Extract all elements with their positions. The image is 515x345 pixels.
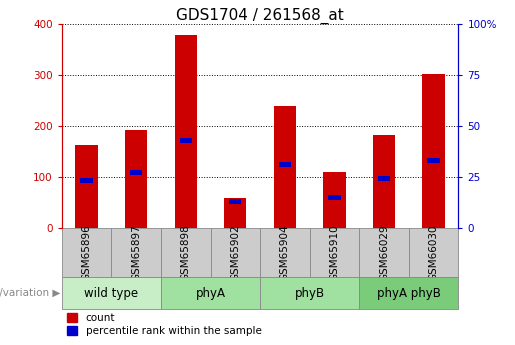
- Bar: [260, 277, 359, 309]
- Text: GSM65896: GSM65896: [81, 224, 92, 281]
- Bar: [62, 228, 111, 277]
- Bar: [359, 277, 458, 309]
- Text: GSM66029: GSM66029: [379, 224, 389, 281]
- Bar: [224, 198, 247, 228]
- Bar: [75, 145, 98, 228]
- Text: genotype/variation ▶: genotype/variation ▶: [0, 288, 61, 298]
- Bar: [310, 228, 359, 277]
- Bar: [175, 35, 197, 228]
- Bar: [161, 277, 260, 309]
- Bar: [427, 158, 440, 163]
- Bar: [328, 195, 340, 200]
- Bar: [409, 228, 458, 277]
- Bar: [211, 228, 260, 277]
- Title: GDS1704 / 261568_at: GDS1704 / 261568_at: [176, 8, 344, 24]
- Bar: [125, 130, 147, 228]
- Bar: [180, 138, 192, 143]
- Bar: [80, 178, 93, 184]
- Text: GSM65910: GSM65910: [330, 224, 339, 281]
- Text: GSM66030: GSM66030: [428, 224, 439, 280]
- Bar: [273, 106, 296, 228]
- Bar: [279, 162, 291, 167]
- Bar: [161, 228, 211, 277]
- Text: GSM65897: GSM65897: [131, 224, 141, 281]
- Bar: [130, 170, 142, 175]
- Bar: [111, 228, 161, 277]
- Bar: [378, 176, 390, 181]
- Bar: [422, 74, 445, 228]
- Bar: [62, 277, 161, 309]
- Legend: count, percentile rank within the sample: count, percentile rank within the sample: [67, 313, 262, 336]
- Text: phyA: phyA: [196, 287, 226, 299]
- Text: phyA phyB: phyA phyB: [377, 287, 441, 299]
- Bar: [373, 135, 395, 228]
- Bar: [260, 228, 310, 277]
- Bar: [323, 172, 346, 228]
- Text: GSM65898: GSM65898: [181, 224, 191, 281]
- Text: wild type: wild type: [84, 287, 139, 299]
- Bar: [229, 199, 242, 204]
- Text: GSM65902: GSM65902: [230, 224, 241, 281]
- Text: phyB: phyB: [295, 287, 324, 299]
- Bar: [359, 228, 409, 277]
- Text: GSM65904: GSM65904: [280, 224, 290, 281]
